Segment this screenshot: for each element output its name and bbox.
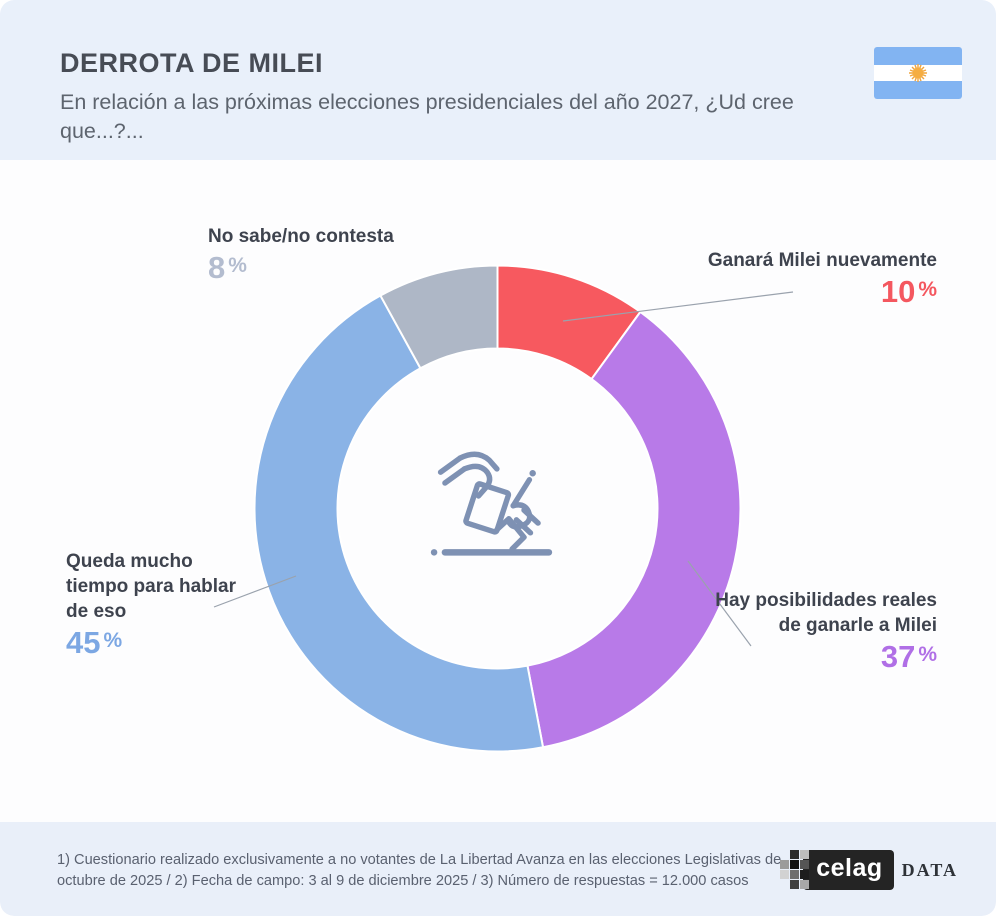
value-number: 45 xyxy=(66,625,101,660)
callout-value: 37% xyxy=(702,641,937,677)
data-wordmark: DATA xyxy=(901,859,958,880)
callout-ganara-milei: Ganará Milei nuevamente 10% xyxy=(697,248,937,312)
callout-value: 45% xyxy=(66,627,256,663)
page-title: DERROTA DE MILEI xyxy=(60,48,323,78)
value-unit: % xyxy=(918,278,937,301)
footer: 1) Cuestionario realizado exclusivamente… xyxy=(0,822,996,916)
value-number: 37 xyxy=(880,639,916,674)
value-unit: % xyxy=(918,643,937,666)
callout-label: Ganará Milei nuevamente xyxy=(707,250,937,271)
celag-pixel-mosaic-icon xyxy=(780,850,810,889)
donut-segments xyxy=(253,264,742,753)
connector-ganara xyxy=(562,291,794,322)
callout-queda-tiempo: Queda mucho tiempo para hablar de eso 45… xyxy=(66,549,256,663)
donut-segment xyxy=(253,294,545,753)
connector-queda xyxy=(213,575,297,608)
methodology-note: 1) Cuestionario realizado exclusivamente… xyxy=(57,852,782,889)
value-unit: % xyxy=(103,629,123,652)
donut-segment xyxy=(379,264,499,370)
celag-wordmark-box: celag xyxy=(803,850,894,890)
header: DERROTA DE MILEI En relación a las próxi… xyxy=(0,0,996,160)
value-number: 10 xyxy=(880,274,916,309)
callout-no-sabe: No sabe/no contesta 8% xyxy=(208,224,508,288)
celag-data-logo: celag DATA xyxy=(780,850,958,890)
value-unit: % xyxy=(228,254,247,277)
callout-label: Hay posibilidades reales de ganarle a Mi… xyxy=(715,590,937,636)
connector-posibilidades xyxy=(687,560,752,647)
callout-label: No sabe/no contesta xyxy=(208,226,394,247)
donut-segment xyxy=(526,310,742,749)
ballot-voting-hands-icon xyxy=(430,451,553,556)
celag-wordmark: celag xyxy=(816,854,883,882)
callout-posibilidades: Hay posibilidades reales de ganarle a Mi… xyxy=(702,588,937,677)
survey-question: En relación a las próximas elecciones pr… xyxy=(60,90,794,143)
callout-connector-lines xyxy=(213,291,794,647)
callout-label: Queda mucho tiempo para hablar de eso xyxy=(66,551,236,622)
callout-value: 8% xyxy=(208,252,508,288)
value-number: 8 xyxy=(208,250,226,285)
argentina-flag-icon xyxy=(874,47,962,99)
callout-value: 10% xyxy=(697,276,937,312)
